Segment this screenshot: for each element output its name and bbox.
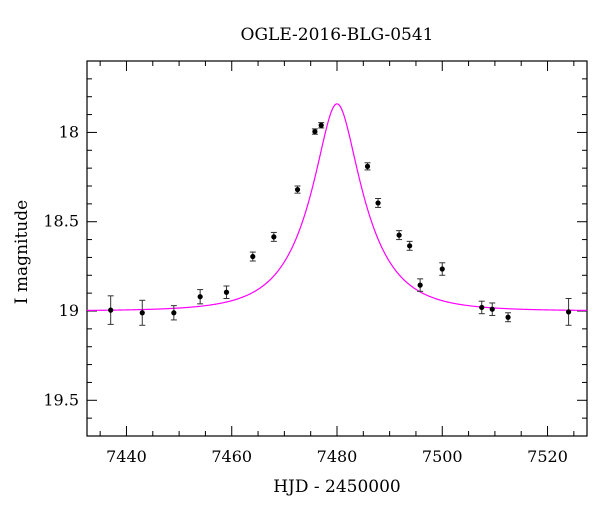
data-point xyxy=(250,253,256,260)
data-point xyxy=(396,232,402,238)
x-tick-label: 7520 xyxy=(527,447,568,466)
data-point xyxy=(364,163,371,169)
x-tick-label: 7460 xyxy=(211,447,252,466)
data-point xyxy=(565,309,572,315)
data-point xyxy=(171,310,177,316)
data-point xyxy=(294,186,301,193)
data-point xyxy=(505,314,511,320)
x-axis-label: HJD - 2450000 xyxy=(273,477,401,497)
data-point xyxy=(417,282,423,288)
data-point xyxy=(271,234,277,240)
data-point xyxy=(407,243,413,249)
data-point xyxy=(375,200,381,206)
data-point xyxy=(223,289,230,295)
chart-title: OGLE-2016-BLG-0541 xyxy=(241,25,434,45)
data-point xyxy=(108,307,114,313)
plot-area: 7440 7460 7480 7500 7520 18 18.5 19 19.5 xyxy=(43,60,588,466)
model-curve xyxy=(86,103,588,312)
data-point xyxy=(197,294,203,300)
plot-frame xyxy=(86,60,588,437)
y-tick-label: 19 xyxy=(59,301,79,320)
y-tick-label: 18 xyxy=(59,122,79,141)
x-tick-label: 7500 xyxy=(422,447,463,466)
y-tick-label: 19.5 xyxy=(43,390,79,409)
x-tick-label: 7440 xyxy=(106,447,147,466)
data-point xyxy=(489,306,495,312)
x-tick-label: 7480 xyxy=(317,447,358,466)
data-point xyxy=(479,304,485,311)
y-tick-label: 18.5 xyxy=(43,212,79,231)
data-point xyxy=(439,266,445,272)
data-point xyxy=(318,122,324,128)
y-axis-label: I magnitude xyxy=(12,200,32,304)
data-point xyxy=(312,128,318,135)
data-point xyxy=(139,310,145,316)
